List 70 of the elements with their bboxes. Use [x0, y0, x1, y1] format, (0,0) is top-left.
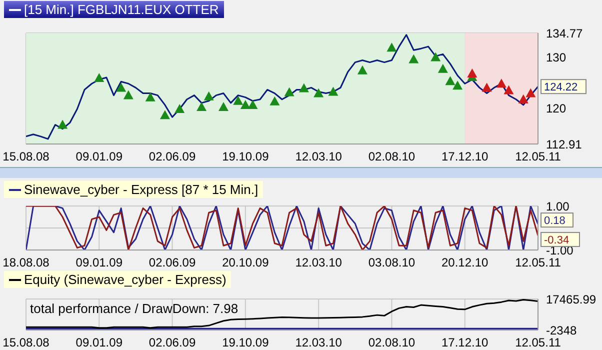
x-tick-label: 19.10.09 — [222, 150, 270, 164]
x-tick-label: 12.05.11 — [515, 256, 562, 270]
y-tick-label: -2348 — [546, 323, 578, 338]
y-tick-label: 130 — [546, 50, 566, 64]
point — [452, 80, 463, 90]
x-tick-label: 12.03.10 — [295, 256, 342, 270]
x-tick-label: 09.01.09 — [76, 150, 123, 164]
x-tick-label: 02.06.09 — [148, 256, 196, 270]
x-tick-label: 02.06.09 — [148, 150, 196, 164]
x-tick-label: 12.03.10 — [295, 150, 342, 164]
data-label: 0.18 — [544, 215, 566, 228]
point — [482, 82, 492, 92]
x-tick-label: 12.03.10 — [295, 336, 342, 350]
x-tick-label: 18.08.08 — [2, 256, 50, 270]
line-series — [26, 299, 538, 329]
x-tick-label: 03.08.10 — [368, 256, 416, 270]
x-tick-label: 17.12.10 — [442, 336, 489, 350]
point — [160, 110, 170, 120]
point — [58, 120, 68, 129]
point — [518, 94, 528, 104]
point — [408, 54, 419, 64]
point — [248, 100, 258, 109]
point — [467, 68, 478, 78]
x-tick-label: 15.08.08 — [2, 336, 50, 350]
point — [284, 87, 294, 96]
point — [430, 52, 441, 62]
point — [504, 85, 514, 94]
point — [240, 100, 250, 109]
point — [218, 102, 228, 111]
point — [123, 90, 134, 100]
legend-label: Equity (Sinewave_cyber - Express) — [24, 272, 226, 287]
point — [357, 65, 368, 74]
y-tick-label: 112.91 — [546, 137, 582, 152]
point — [496, 78, 506, 88]
x-tick-label: 19.10.09 — [222, 336, 270, 350]
x-tick-label: 02.08.10 — [368, 336, 416, 350]
x-tick-label: 17.12.10 — [442, 150, 489, 164]
annotation: total performance / DrawDown: 7.98 — [30, 301, 238, 316]
point — [196, 102, 207, 111]
x-tick-label: 02.08.10 — [368, 150, 416, 164]
point — [94, 73, 104, 82]
point — [438, 64, 448, 73]
x-tick-label: 20.10.09 — [222, 256, 270, 270]
legend-label: Sinewave_cyber - Express [87 * 15 Min.] — [24, 182, 258, 197]
y-tick-label: 134.77 — [546, 26, 584, 40]
line-series — [26, 206, 538, 250]
y-tick-label: 120 — [546, 101, 566, 116]
point — [526, 88, 536, 98]
x-tick-label: 15.08.08 — [2, 150, 50, 164]
data-label: 124.22 — [544, 82, 578, 94]
x-tick-label: 02.06.09 — [148, 336, 196, 350]
point — [386, 42, 397, 52]
x-tick-label: 09.01.09 — [76, 256, 123, 270]
point — [298, 83, 309, 92]
point — [233, 96, 244, 105]
point — [328, 86, 338, 96]
point — [445, 76, 456, 86]
y-tick-label: 1.00 — [546, 199, 570, 214]
point — [116, 82, 126, 92]
x-tick-label: 12.05.11 — [515, 150, 562, 164]
x-tick-label: 09.01.09 — [76, 336, 123, 350]
point — [314, 88, 324, 98]
x-tick-label: 20.12.10 — [442, 256, 489, 270]
text: [15 Min.] FGBLJN11.EUX OTTER — [24, 2, 219, 17]
y-tick-label: 17465.99 — [546, 292, 596, 306]
point — [204, 91, 214, 100]
point — [270, 96, 280, 106]
point — [174, 104, 185, 114]
point — [145, 92, 156, 102]
x-tick-label: 12.05.11 — [515, 336, 562, 350]
